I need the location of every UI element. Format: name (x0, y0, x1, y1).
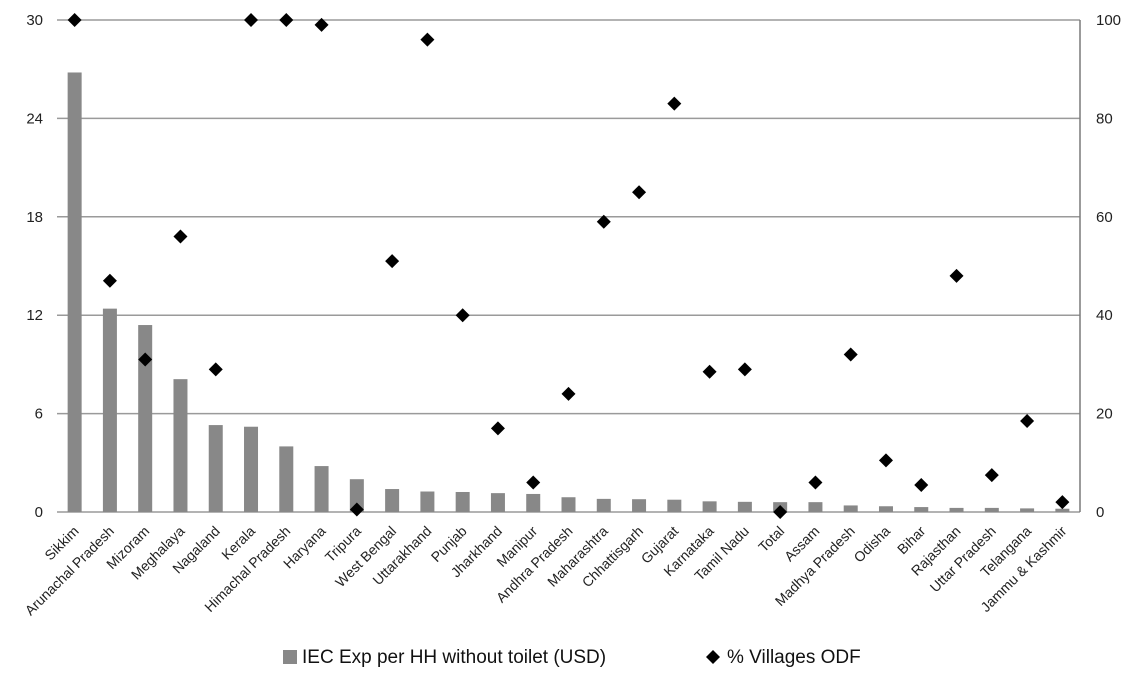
right-tick-label: 40 (1096, 307, 1113, 324)
point-tripura (349, 502, 364, 517)
point-total (773, 505, 788, 519)
bar-rajasthan (949, 507, 964, 512)
bar-sikkim (67, 72, 82, 512)
point-uttar-pradesh (984, 468, 999, 483)
bar-manipur (526, 493, 541, 512)
bar-jammu-and-kashmir (1055, 508, 1070, 512)
bar-andhra-pradesh (561, 497, 576, 512)
bar-uttar-pradesh (984, 507, 999, 512)
left-tick-label: 0 (35, 504, 43, 521)
right-axis: 0 20 40 60 80 100 (1079, 12, 1121, 521)
point-uttarakhand (420, 32, 435, 47)
point-karnataka (702, 364, 717, 379)
bar-himachal-pradesh (279, 446, 294, 512)
left-tick-label: 24 (26, 110, 43, 127)
bar-bihar (914, 507, 929, 512)
point-maharashtra (596, 214, 611, 229)
left-tick-label: 18 (26, 209, 43, 226)
left-axis: 0 6 12 18 24 30 (26, 12, 43, 521)
point-kerala (244, 13, 259, 27)
point-mizoram (138, 352, 153, 367)
point-haryana (314, 17, 329, 32)
bar-meghalaya (173, 379, 188, 512)
point-sikkim (67, 13, 82, 27)
bar-tamil-nadu (737, 501, 752, 512)
bar-kerala (244, 426, 259, 512)
point-himachal-pradesh (279, 13, 294, 27)
right-tick-label: 20 (1096, 406, 1113, 423)
left-tick-label: 12 (26, 307, 43, 324)
point-odisha (878, 453, 893, 468)
point-madhya-pradesh (843, 347, 858, 362)
bar-gujarat (667, 499, 682, 512)
legend: IEC Exp per HH without toilet (USD) % Vi… (283, 647, 861, 668)
bar-odisha (878, 506, 893, 512)
scatter-series (67, 13, 1070, 519)
category-label-odisha: Odisha (850, 523, 893, 566)
right-tick-label: 100 (1096, 12, 1121, 29)
bar-assam (808, 502, 823, 512)
point-west-bengal (385, 254, 400, 269)
right-tick-label: 80 (1096, 110, 1113, 127)
legend-swatch-bar (283, 650, 297, 664)
gridlines (57, 19, 1080, 513)
right-tick-label: 60 (1096, 209, 1113, 226)
point-gujarat (667, 96, 682, 111)
bar-nagaland (208, 425, 223, 512)
bar-uttarakhand (420, 491, 435, 512)
point-jammu-and-kashmir (1055, 495, 1070, 510)
point-punjab (455, 308, 470, 323)
point-rajasthan (949, 268, 964, 283)
bar-punjab (455, 491, 470, 512)
bar-west-bengal (385, 489, 400, 512)
bar-telangana (1020, 508, 1035, 512)
legend-label-bar: IEC Exp per HH without toilet (USD) (302, 647, 606, 668)
left-tick-label: 30 (26, 12, 43, 29)
point-telangana (1020, 413, 1035, 428)
bar-karnataka (702, 501, 717, 512)
legend-label-scatter: % Villages ODF (727, 647, 861, 668)
bar-arunachal-pradesh (102, 308, 117, 512)
category-label-total: Total (755, 523, 787, 555)
point-tamil-nadu (737, 362, 752, 377)
point-jharkhand (490, 421, 505, 436)
bar-tripura (349, 479, 364, 512)
point-meghalaya (173, 229, 188, 244)
bar-maharashtra (596, 498, 611, 512)
right-tick-label: 0 (1096, 504, 1104, 521)
bar-haryana (314, 466, 329, 512)
point-assam (808, 475, 823, 490)
bar-mizoram (138, 325, 153, 512)
legend-swatch-diamond (706, 650, 720, 664)
point-nagaland (208, 362, 223, 377)
bar-series (67, 72, 1070, 512)
bar-madhya-pradesh (843, 505, 858, 512)
point-bihar (914, 477, 929, 492)
bar-jharkhand (490, 493, 505, 512)
bar-chhattisgarh (632, 499, 647, 512)
left-tick-label: 6 (35, 406, 43, 423)
point-arunachal-pradesh (102, 273, 117, 288)
point-chhattisgarh (632, 185, 647, 200)
point-andhra-pradesh (561, 386, 576, 401)
point-manipur (526, 475, 541, 490)
